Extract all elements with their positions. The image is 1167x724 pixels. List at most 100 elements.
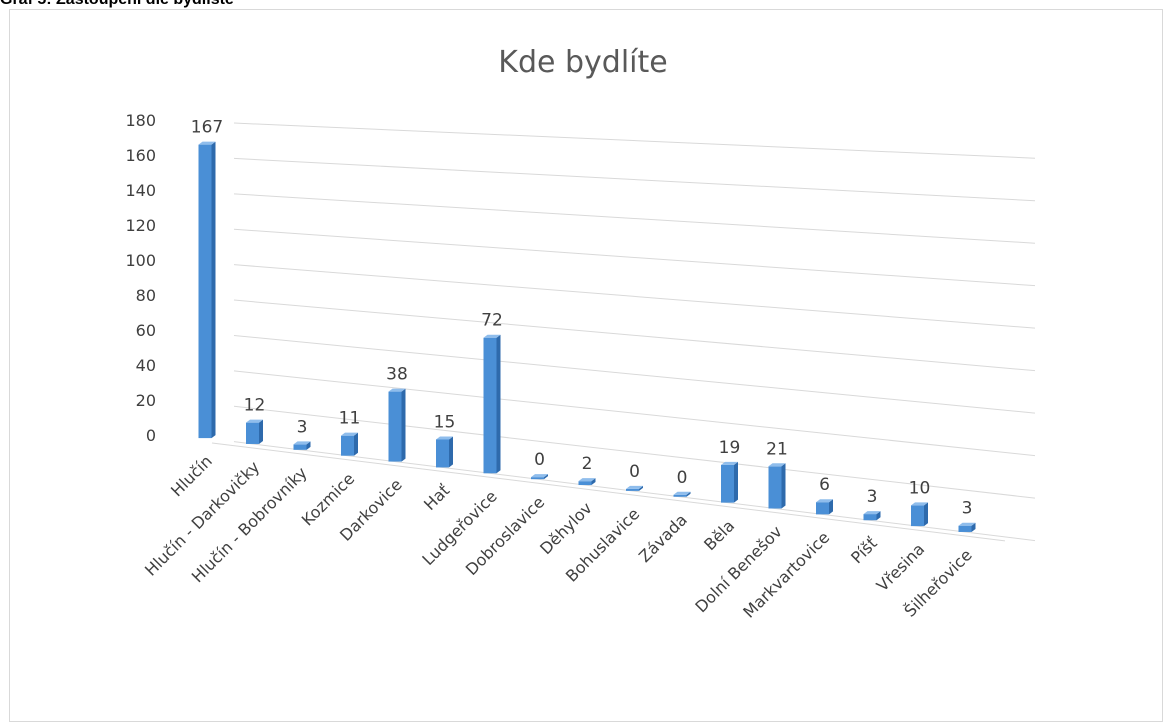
bar (341, 432, 358, 456)
bar-top (768, 463, 786, 467)
bar-front (673, 494, 687, 497)
gridline (233, 193, 1036, 244)
gridline (233, 370, 1036, 457)
gridline (233, 157, 1036, 202)
x-tick-label: Běla (700, 516, 738, 554)
y-tick-label: 160 (125, 146, 156, 165)
bar-front (531, 477, 544, 480)
x-tick-label: Píšť (847, 534, 881, 568)
bar-side (259, 419, 263, 444)
bar (721, 461, 738, 503)
gridline (233, 264, 1036, 329)
bar-side (496, 334, 501, 474)
bar (388, 388, 406, 462)
data-label: 38 (386, 365, 408, 385)
x-tick-label: Závada (635, 510, 691, 566)
bar-side (354, 432, 358, 456)
bar-front (483, 337, 497, 474)
bar (768, 463, 786, 509)
data-label: 0 (629, 462, 640, 482)
bar-front (293, 444, 307, 450)
data-label: 11 (339, 409, 361, 429)
bar (531, 474, 548, 480)
bar-top (531, 474, 548, 478)
bar-top (198, 141, 216, 145)
bar-side (544, 474, 548, 480)
bar-side (639, 485, 643, 491)
bar-top (341, 432, 358, 436)
bar-top (673, 491, 691, 495)
bar-side (401, 388, 406, 462)
bar (246, 419, 263, 444)
data-label: 21 (766, 439, 788, 459)
data-labels: 167 12 3 11 38 15 72 0 2 0 0 19 21 6 3 10 3 (191, 118, 973, 519)
data-label: 15 (434, 412, 456, 432)
bar (626, 485, 643, 491)
bar-front (578, 481, 592, 486)
gridlines (211, 122, 1036, 542)
y-tick-label: 80 (136, 286, 156, 305)
bar-front (911, 505, 924, 527)
bar (863, 511, 881, 521)
bar-side (971, 522, 976, 532)
bar (436, 436, 453, 468)
bar-side (876, 511, 881, 521)
floor-line (211, 442, 1006, 542)
y-tick-label: 100 (125, 251, 156, 270)
figure-caption: Graf 5: Zastoupení dle bydliště (0, 0, 234, 9)
bar-front (246, 422, 259, 444)
bar-top (958, 522, 976, 526)
y-tick-label: 180 (125, 111, 156, 130)
data-label: 0 (677, 468, 688, 488)
data-label: 72 (481, 311, 503, 331)
data-label: 0 (534, 450, 545, 470)
data-label: 3 (867, 487, 878, 507)
bar (198, 141, 216, 439)
bar-side (829, 499, 833, 515)
bar-top (246, 419, 263, 423)
data-label: 10 (909, 478, 931, 498)
bar-top (911, 502, 928, 506)
bar (958, 522, 976, 532)
y-tick-label: 0 (146, 426, 156, 445)
bar (816, 499, 833, 515)
bar-front (626, 488, 639, 491)
y-tick-label: 120 (125, 216, 156, 235)
bar-side (924, 502, 928, 527)
bar (578, 478, 596, 486)
bar-front (341, 435, 354, 456)
bar-side (734, 461, 738, 503)
data-label: 12 (244, 396, 266, 416)
y-tick-label: 20 (136, 391, 156, 410)
bar-front (958, 525, 972, 532)
bar-front (436, 439, 449, 468)
y-tick-label: 140 (125, 181, 156, 200)
y-tick-label: 60 (136, 321, 156, 340)
bar-side (591, 478, 596, 486)
bar-top (293, 441, 311, 445)
bar-top (436, 436, 453, 440)
bar-top (388, 388, 406, 392)
bar (911, 502, 928, 527)
bar (483, 334, 501, 474)
data-label: 6 (819, 475, 830, 495)
bar-side (449, 436, 453, 468)
bar-front (388, 391, 402, 462)
bar-front (863, 514, 877, 521)
gridline (233, 299, 1036, 372)
data-label: 19 (719, 438, 741, 458)
bars (198, 141, 976, 532)
bar (673, 491, 691, 497)
gridline (233, 228, 1036, 287)
bar-side (686, 491, 691, 497)
bar-top (578, 478, 596, 482)
gridline (233, 441, 1036, 542)
data-label: 167 (191, 118, 223, 138)
gridline (233, 405, 1036, 499)
y-tick-label: 40 (136, 356, 156, 375)
bar-front (198, 144, 212, 439)
y-axis-ticks: 0 20 40 60 80 100 120 140 160 180 (125, 111, 156, 445)
bar-front (768, 466, 782, 509)
gridline (233, 334, 1036, 414)
bar-top (626, 485, 643, 489)
